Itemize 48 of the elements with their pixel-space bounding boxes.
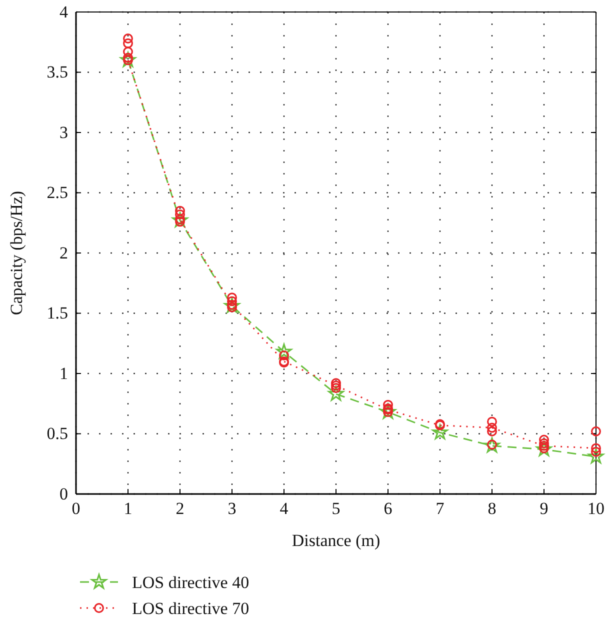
point (487, 416, 497, 427)
x-tick-label: 5 (332, 499, 340, 518)
point (591, 443, 601, 454)
point (432, 424, 448, 440)
point (172, 212, 188, 228)
legend-label: LOS directive 40 (132, 573, 250, 592)
point (484, 438, 500, 453)
x-tick-label: 8 (488, 499, 496, 518)
y-tick-label: 3 (60, 122, 68, 142)
x-tick-label: 6 (384, 499, 392, 518)
x-tick-label: 4 (280, 499, 289, 518)
point (123, 34, 133, 44)
x-tick-label: 3 (228, 499, 236, 518)
point (123, 38, 133, 48)
point (588, 448, 604, 464)
x-tick-label: 10 (588, 499, 604, 518)
x-tick-label: 7 (436, 499, 445, 518)
point (487, 426, 497, 436)
y-tick-label: 1 (60, 364, 68, 383)
point (123, 46, 133, 57)
point (380, 404, 396, 419)
point (536, 441, 552, 456)
legend-label: LOS directive 70 (132, 599, 250, 618)
y-tick-label: 1.5 (46, 304, 68, 323)
point (175, 209, 185, 220)
y-axis-title: Capacity (bps/Hz) (7, 190, 26, 316)
y-tick-label: 2 (60, 243, 68, 262)
point (328, 386, 344, 401)
y-tick-label: 3.5 (46, 62, 68, 82)
point (175, 206, 185, 216)
point (276, 344, 292, 359)
point (383, 400, 393, 410)
y-tick-label: 0 (60, 484, 68, 504)
y-tick-label: 4 (60, 2, 68, 22)
x-tick-label: 0 (72, 499, 80, 518)
point (539, 434, 549, 445)
point (539, 438, 549, 448)
x-axis-title: Distance (m) (292, 531, 380, 550)
point (120, 52, 136, 67)
x-tick-label: 9 (540, 499, 548, 518)
x-tick-label: 2 (176, 499, 184, 518)
point (224, 298, 240, 313)
point (487, 422, 497, 433)
y-tick-label: 2.5 (46, 183, 68, 202)
x-tick-label: 1 (124, 499, 132, 518)
point (227, 292, 237, 303)
y-tick-label: 0.5 (46, 424, 68, 444)
point (591, 426, 601, 436)
